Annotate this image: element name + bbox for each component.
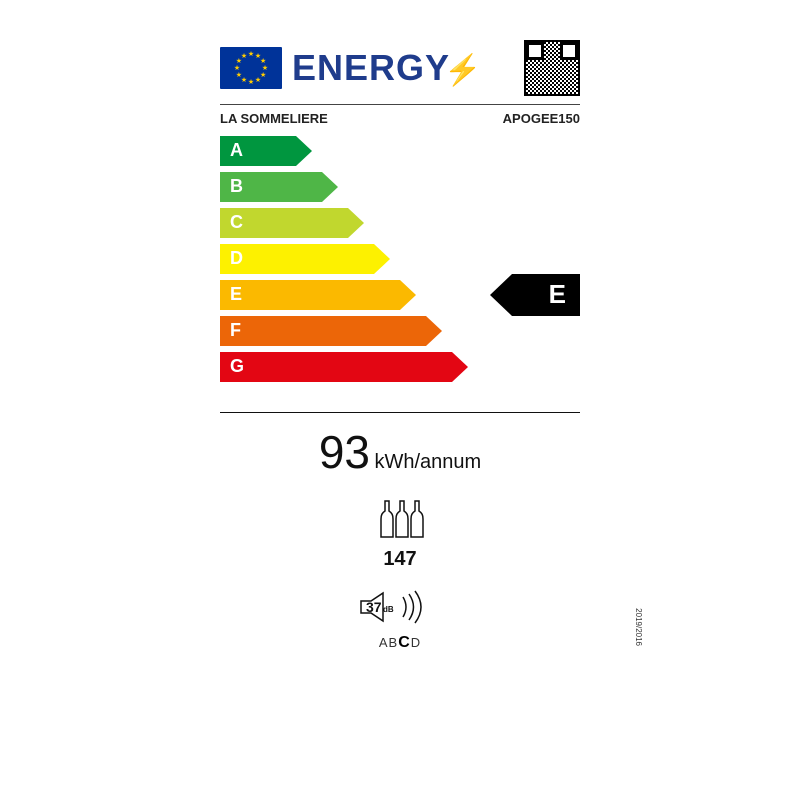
kwh-unit: kWh/annum <box>374 451 481 473</box>
scale-bar-f: F <box>220 316 442 346</box>
regulation-ref: 2019/2016 <box>634 608 643 646</box>
rating-letter: E <box>549 279 566 310</box>
scale-letter: E <box>230 284 242 305</box>
speaker-icon: 37 dB <box>355 589 445 625</box>
rating-arrow: E <box>490 274 580 316</box>
scale-letter: B <box>230 176 243 197</box>
bolt-icon: ⚡ <box>444 54 482 87</box>
energy-title: ENERGY⚡ <box>292 47 514 89</box>
bottles-icon <box>373 499 427 539</box>
brand-name: LA SOMMELIERE <box>220 111 328 126</box>
kwh-value: 93 <box>319 426 370 478</box>
header: ★★★★★★★★★★★★ ENERGY⚡ <box>220 40 580 96</box>
brand-row: LA SOMMELIERE APOGEE150 <box>220 104 580 126</box>
scale-bar-e: E <box>220 280 416 310</box>
noise-class: B <box>389 635 399 650</box>
scale-letter: F <box>230 320 241 341</box>
noise-class-selected: C <box>398 634 411 651</box>
scale-letter: G <box>230 356 244 377</box>
model-code: APOGEE150 <box>503 111 580 126</box>
scale-bar-a: A <box>220 136 312 166</box>
divider <box>220 412 580 413</box>
scale-letter: D <box>230 248 243 269</box>
bottle-count: 147 <box>220 548 580 571</box>
db-unit: dB <box>383 605 394 614</box>
scale-bar-g: G <box>220 352 468 382</box>
efficiency-scale: ABCDEFGE <box>220 136 580 388</box>
db-value: 37 <box>366 599 382 615</box>
scale-letter: C <box>230 212 243 233</box>
noise-class: D <box>411 635 421 650</box>
bottle-capacity: 147 <box>220 499 580 571</box>
scale-bar-b: B <box>220 172 338 202</box>
scale-bar-c: C <box>220 208 364 238</box>
eu-flag-icon: ★★★★★★★★★★★★ <box>220 47 282 89</box>
scale-bar-d: D <box>220 244 390 274</box>
scale-letter: A <box>230 140 243 161</box>
noise-class-scale: ABCD <box>220 634 580 652</box>
consumption: 93 kWh/annum <box>220 425 580 479</box>
noise-class: A <box>379 635 389 650</box>
energy-text: ENERGY <box>292 47 450 88</box>
noise-section: 37 dB ABCD 2019/2016 <box>220 589 580 652</box>
qr-code-icon <box>524 40 580 96</box>
